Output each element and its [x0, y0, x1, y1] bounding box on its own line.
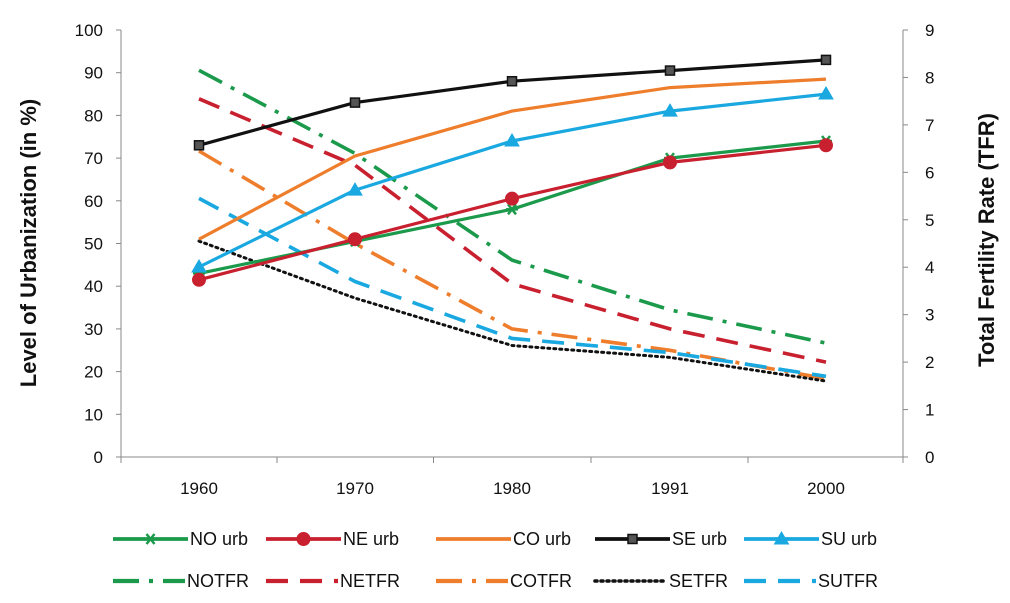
y-left-tick-label: 30 — [84, 320, 103, 339]
legend-item-no-urb: NO urb — [113, 529, 248, 549]
y-right-tick-label: 2 — [925, 353, 934, 372]
legend-item-cotfr: COTFR — [436, 571, 572, 591]
legend-item-setfr: SETFR — [593, 571, 728, 591]
series-line-setfr — [197, 239, 828, 383]
series-netfr — [198, 97, 827, 364]
axes: 0 10 20 30 40 50 60 70 80 90 100 0 1 2 3 4 5 6 7 8 9 1960 1970… — [75, 21, 935, 498]
legend-label-se-urb: SE urb — [672, 529, 727, 549]
series-ne-urb — [192, 138, 833, 287]
y-left-tick-label: 100 — [75, 21, 103, 40]
y-left-tick-label: 0 — [94, 448, 103, 467]
y-left-tick-label: 10 — [84, 405, 103, 424]
series-su-urb — [191, 86, 834, 273]
series-line-co-urb — [198, 77, 827, 241]
y-left-tick-label: 20 — [84, 363, 103, 382]
legend-item-se-urb: SE urb — [595, 529, 727, 549]
legend-marker-ne-urb — [296, 532, 311, 546]
data-point-se-urb — [664, 65, 676, 76]
data-point-ne-urb — [819, 138, 833, 153]
data-point-ne-urb — [663, 155, 677, 170]
legend-label-netfr: NETFR — [340, 571, 400, 591]
legend: NO urb NE urb CO urb SE urb SU urb NOTFR NETFR… — [113, 529, 878, 591]
data-point-su-urb — [504, 133, 520, 147]
y-left-tick-label: 60 — [84, 192, 103, 211]
data-point-su-urb — [662, 103, 678, 117]
y-axis-title-left: Level of Urbanization (in %) — [16, 99, 41, 387]
x-tick-label: 1991 — [651, 479, 689, 498]
y-axis-title-right: Total Fertility Rate (TFR) — [974, 113, 999, 367]
legend-label-co-urb: CO urb — [513, 529, 571, 549]
data-point-se-urb — [349, 97, 361, 108]
y-left-tick-label: 50 — [84, 235, 103, 254]
series-notfr — [198, 68, 827, 345]
y-left-tick-label: 80 — [84, 106, 103, 125]
y-right-tick-label: 4 — [925, 258, 934, 277]
y-right-tick-label: 1 — [925, 401, 934, 420]
y-right-tick-label: 6 — [925, 163, 934, 182]
series-layer — [191, 54, 834, 383]
series-line-netfr — [198, 97, 827, 364]
legend-marker-no-urb — [144, 533, 157, 545]
marker-stroke — [507, 203, 517, 216]
legend-item-sutfr: SUTFR — [744, 571, 878, 591]
y-right-tick-label: 0 — [925, 448, 934, 467]
y-right-tick-label: 3 — [925, 306, 934, 325]
series-line-sutfr — [198, 196, 827, 379]
legend-item-notfr: NOTFR — [113, 571, 249, 591]
legend-label-notfr: NOTFR — [187, 571, 249, 591]
series-line-se-urb — [198, 58, 827, 147]
y-left-tick-label: 90 — [84, 64, 103, 83]
legend-label-su-urb: SU urb — [821, 529, 877, 549]
series-line-notfr — [198, 68, 827, 345]
series-sutfr — [198, 196, 827, 379]
legend-marker-su-urb — [773, 531, 790, 545]
x-tick-label: 1980 — [493, 479, 531, 498]
marker-stroke — [145, 533, 156, 545]
legend-item-co-urb: CO urb — [436, 529, 571, 549]
legend-label-ne-urb: NE urb — [343, 529, 399, 549]
y-right-tick-label: 8 — [925, 68, 934, 87]
y-left-tick-label: 40 — [84, 277, 103, 296]
x-tick-label: 1970 — [336, 479, 374, 498]
y-right-tick-label: 9 — [925, 21, 934, 40]
series-co-urb — [198, 77, 827, 241]
legend-label-no-urb: NO urb — [190, 529, 248, 549]
data-point-su-urb — [347, 182, 363, 196]
x-tick-label: 2000 — [807, 479, 845, 498]
y-left-tick-label: 70 — [84, 149, 103, 168]
legend-item-ne-urb: NE urb — [266, 529, 399, 549]
data-point-ne-urb — [192, 272, 206, 287]
series-se-urb — [193, 54, 832, 151]
data-point-no-urb — [506, 203, 518, 216]
legend-label-cotfr: COTFR — [510, 571, 572, 591]
y-right-tick-label: 5 — [925, 211, 934, 230]
legend-item-su-urb: SU urb — [744, 529, 877, 549]
y-right-tick-label: 7 — [925, 116, 934, 135]
legend-item-netfr: NETFR — [266, 571, 400, 591]
data-point-se-urb — [506, 75, 518, 87]
legend-label-sutfr: SUTFR — [818, 571, 878, 591]
data-point-ne-urb — [348, 232, 362, 247]
legend-label-setfr: SETFR — [669, 571, 728, 591]
legend-marker-se-urb — [627, 533, 638, 545]
data-point-se-urb — [820, 54, 832, 66]
data-point-su-urb — [818, 86, 834, 100]
data-point-ne-urb — [505, 191, 519, 206]
data-point-se-urb — [193, 140, 205, 151]
x-tick-label: 1960 — [180, 479, 218, 498]
series-setfr — [197, 239, 828, 383]
data-point-su-urb — [191, 258, 207, 273]
